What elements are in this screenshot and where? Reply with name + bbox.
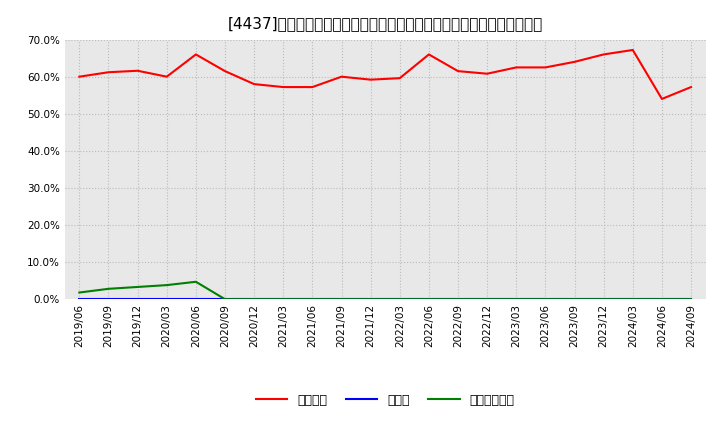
自己資本 <box>104 70 113 75</box>
自己資本 <box>192 52 200 57</box>
自己資本 <box>75 74 84 79</box>
繰延税金資産 <box>541 297 550 302</box>
自己資本 <box>163 74 171 79</box>
Line: 自己資本: 自己資本 <box>79 50 691 99</box>
繰延税金資産 <box>454 297 462 302</box>
繰延税金資産 <box>366 297 375 302</box>
繰延税金資産 <box>133 284 142 290</box>
自己資本 <box>250 81 258 87</box>
のれん <box>133 297 142 302</box>
繰延税金資産 <box>75 290 84 295</box>
繰延税金資産 <box>599 297 608 302</box>
繰延税金資産 <box>570 297 579 302</box>
のれん <box>337 297 346 302</box>
繰延税金資産 <box>104 286 113 291</box>
自己資本 <box>133 68 142 73</box>
のれん <box>220 297 229 302</box>
繰延税金資産 <box>163 282 171 288</box>
のれん <box>570 297 579 302</box>
自己資本 <box>687 84 696 90</box>
自己資本 <box>512 65 521 70</box>
のれん <box>250 297 258 302</box>
繰延税金資産 <box>657 297 666 302</box>
自己資本 <box>425 52 433 57</box>
繰延税金資産 <box>279 297 287 302</box>
のれん <box>512 297 521 302</box>
繰延税金資産 <box>220 297 229 302</box>
自己資本 <box>337 74 346 79</box>
のれん <box>308 297 317 302</box>
繰延税金資産 <box>250 297 258 302</box>
繰延税金資産 <box>512 297 521 302</box>
のれん <box>192 297 200 302</box>
のれん <box>366 297 375 302</box>
繰延税金資産 <box>629 297 637 302</box>
繰延税金資産 <box>483 297 492 302</box>
自己資本 <box>570 59 579 65</box>
のれん <box>657 297 666 302</box>
繰延税金資産 <box>425 297 433 302</box>
Title: [4437]　自己資本、のれん、繰延税金資産の総資産に対する比率の推移: [4437] 自己資本、のれん、繰延税金資産の総資産に対する比率の推移 <box>228 16 543 32</box>
のれん <box>541 297 550 302</box>
自己資本 <box>541 65 550 70</box>
Legend: 自己資本, のれん, 繰延税金資産: 自己資本, のれん, 繰延税金資産 <box>251 389 520 411</box>
繰延税金資産 <box>395 297 404 302</box>
のれん <box>425 297 433 302</box>
自己資本 <box>395 76 404 81</box>
のれん <box>279 297 287 302</box>
自己資本 <box>599 52 608 57</box>
繰延税金資産 <box>687 297 696 302</box>
のれん <box>395 297 404 302</box>
のれん <box>599 297 608 302</box>
のれん <box>629 297 637 302</box>
繰延税金資産 <box>337 297 346 302</box>
自己資本 <box>657 96 666 102</box>
のれん <box>687 297 696 302</box>
自己資本 <box>366 77 375 82</box>
繰延税金資産 <box>308 297 317 302</box>
自己資本 <box>483 71 492 77</box>
のれん <box>483 297 492 302</box>
自己資本 <box>308 84 317 90</box>
自己資本 <box>279 84 287 90</box>
のれん <box>454 297 462 302</box>
Line: 繰延税金資産: 繰延税金資産 <box>79 282 691 299</box>
自己資本 <box>629 48 637 53</box>
のれん <box>75 297 84 302</box>
自己資本 <box>220 69 229 74</box>
のれん <box>104 297 113 302</box>
のれん <box>163 297 171 302</box>
自己資本 <box>454 69 462 74</box>
繰延税金資産 <box>192 279 200 284</box>
